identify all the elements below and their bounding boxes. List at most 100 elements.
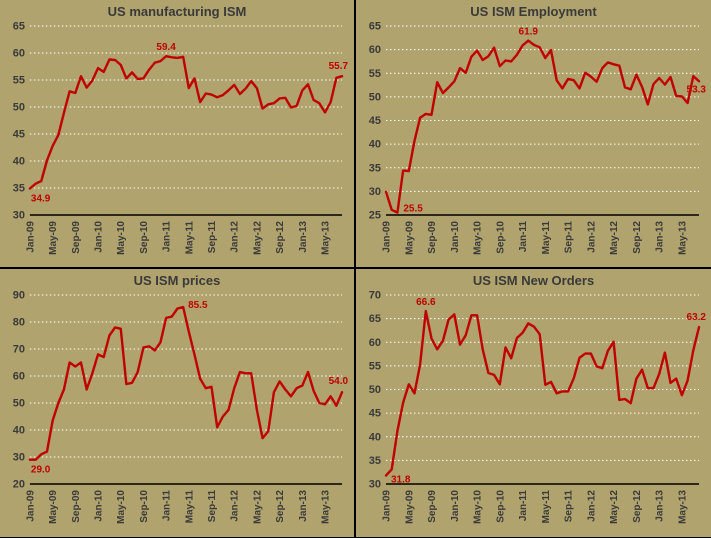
x-axis-tick-label: May-10 — [473, 490, 484, 524]
data-series-line — [28, 55, 344, 190]
data-series-line — [384, 39, 701, 214]
x-axis-tick-label: Sep-12 — [632, 221, 643, 254]
y-axis-tick-label: 65 — [369, 313, 381, 325]
x-axis-tick-label: May-13 — [677, 221, 688, 255]
y-axis-tick-label: 40 — [369, 431, 381, 443]
data-point-label: 61.9 — [519, 27, 539, 38]
data-point-label: 25.5 — [403, 204, 423, 215]
x-axis-tick-label: May-11 — [541, 490, 552, 524]
x-axis-tick-label: Jan-11 — [162, 221, 173, 253]
x-axis-tick-label: Jan-12 — [586, 490, 597, 522]
manufacturing-ism-line-chart: 30 35 40 45 50 55 60 65 Jan-09 May-09 Sep-09 Jan-10… — [13, 20, 349, 255]
y-axis-tick-label: 40 — [13, 424, 25, 436]
data-point-label: 59.4 — [156, 42, 176, 53]
x-axis-tick-label: May-13 — [321, 221, 332, 255]
ism-new-orders-line-chart: 30 35 40 45 50 55 60 65 70 Jan-09 May-09 Sep-09 Jan-… — [369, 290, 707, 524]
y-axis-tick-label: 50 — [369, 384, 381, 396]
x-axis-tick-label: May-12 — [252, 221, 263, 255]
chart-panel-ism-prices: US ISM prices 20 30 40 50 60 70 80 90 Jan-09 May-… — [0, 269, 356, 538]
x-axis-tick-label: Jan-09 — [25, 221, 36, 253]
y-axis-tick-label: 55 — [369, 68, 381, 80]
x-axis-tick-label: Jan-09 — [382, 490, 393, 522]
x-axis-tick-label: Sep-11 — [564, 221, 575, 254]
x-axis-tick-label: Jan-13 — [298, 221, 309, 253]
chart-title-ism-new-orders: US ISM New Orders — [472, 273, 595, 288]
x-axis-tick-label: May-09 — [48, 490, 59, 524]
y-axis-tick-label: 45 — [369, 408, 381, 420]
x-axis-tick-label: Jan-09 — [25, 490, 36, 522]
ism-employment-line-chart: 25 30 35 40 45 50 55 60 65 Jan-09 May-09 Sep-09 Jan-… — [369, 21, 707, 255]
x-axis-tick-label: May-13 — [321, 490, 332, 524]
x-axis-tick-label: Sep-12 — [275, 221, 286, 254]
chart-title-ism-prices: US ISM prices — [133, 273, 221, 288]
y-axis-tick-label: 60 — [13, 47, 25, 59]
data-point-label: 53.3 — [687, 84, 707, 95]
data-series-line — [384, 309, 701, 477]
x-axis-tick-label: May-13 — [677, 490, 688, 524]
x-axis-tick-label: Jan-11 — [518, 490, 529, 522]
x-axis-tick-label: Sep-10 — [495, 490, 506, 523]
x-axis-tick-label: May-12 — [252, 490, 263, 524]
y-axis-tick-label: 30 — [369, 479, 381, 491]
x-axis-tick-label: Jan-10 — [94, 490, 105, 522]
x-axis-tick-label: May-10 — [116, 221, 127, 255]
x-axis-tick-label: Jan-11 — [162, 490, 173, 522]
data-point-label: 63.2 — [687, 312, 707, 323]
y-axis-tick-label: 60 — [369, 44, 381, 56]
y-axis-tick-label: 35 — [13, 182, 25, 194]
x-axis-tick-label: Sep-09 — [427, 490, 438, 523]
x-axis-tick-label: Jan-11 — [518, 221, 529, 253]
x-axis-tick-label: Jan-10 — [94, 221, 105, 253]
data-series-line — [28, 305, 344, 461]
x-axis-tick-label: May-10 — [473, 221, 484, 255]
x-axis-tick-label: Sep-10 — [495, 221, 506, 254]
x-axis-tick-label: May-10 — [116, 490, 127, 524]
y-axis-tick-label: 70 — [369, 290, 381, 302]
x-axis-tick-label: Sep-11 — [207, 490, 218, 523]
x-axis-tick-label: Jan-12 — [230, 490, 241, 522]
y-axis-tick-label: 65 — [369, 21, 381, 33]
x-axis-tick-label: Sep-09 — [427, 221, 438, 254]
y-axis-tick-label: 35 — [369, 455, 381, 467]
y-axis-tick-label: 40 — [369, 139, 381, 151]
x-axis-tick-label: Sep-11 — [564, 490, 575, 523]
x-axis-tick-label: Jan-13 — [655, 490, 666, 522]
y-axis-tick-label: 30 — [369, 186, 381, 198]
x-axis-tick-label: Jan-12 — [586, 221, 597, 253]
y-axis-tick-label: 50 — [369, 91, 381, 103]
x-axis-tick-label: Jan-12 — [230, 221, 241, 253]
chart-title-manufacturing-ism: US manufacturing ISM — [107, 4, 247, 19]
data-point-label: 31.8 — [391, 474, 411, 485]
data-point-label: 85.5 — [188, 300, 208, 311]
x-axis-tick-label: Jan-13 — [655, 221, 666, 253]
y-axis-tick-label: 30 — [13, 209, 25, 221]
x-axis-tick-label: May-09 — [404, 490, 415, 524]
y-axis-tick-label: 55 — [369, 360, 381, 372]
y-axis-tick-label: 45 — [369, 115, 381, 127]
x-axis-tick-label: May-11 — [184, 490, 195, 524]
y-axis-tick-label: 60 — [369, 337, 381, 349]
y-axis-tick-label: 80 — [13, 316, 25, 328]
x-axis-tick-label: Jan-10 — [450, 490, 461, 522]
data-point-label: 54.0 — [329, 376, 349, 387]
x-axis-tick-label: May-11 — [541, 221, 552, 255]
y-axis-tick-label: 40 — [13, 155, 25, 167]
data-point-label: 34.9 — [31, 194, 51, 205]
x-axis-tick-label: Sep-10 — [139, 221, 150, 254]
data-point-label: 55.7 — [329, 61, 349, 72]
x-axis-tick-label: Sep-11 — [207, 221, 218, 254]
x-axis-tick-label: Sep-12 — [275, 490, 286, 523]
y-axis-tick-label: 65 — [13, 20, 25, 32]
y-axis-tick-label: 90 — [13, 289, 25, 301]
chart-title-ism-employment: US ISM Employment — [470, 4, 597, 19]
chart-panel-ism-new-orders: US ISM New Orders 30 35 40 45 50 55 60 65 70 Jan-… — [356, 269, 711, 538]
y-axis-tick-label: 20 — [13, 478, 25, 490]
y-axis-tick-label: 35 — [369, 162, 381, 174]
x-axis-tick-label: Sep-12 — [632, 490, 643, 523]
x-axis-tick-label: Sep-09 — [71, 221, 82, 254]
x-axis-tick-label: May-12 — [609, 221, 620, 255]
x-axis-tick-label: May-09 — [404, 221, 415, 255]
y-axis-tick-label: 55 — [13, 74, 25, 86]
chart-panel-ism-employment: US ISM Employment 25 30 35 40 45 50 55 60 65 Jan-… — [356, 0, 711, 269]
